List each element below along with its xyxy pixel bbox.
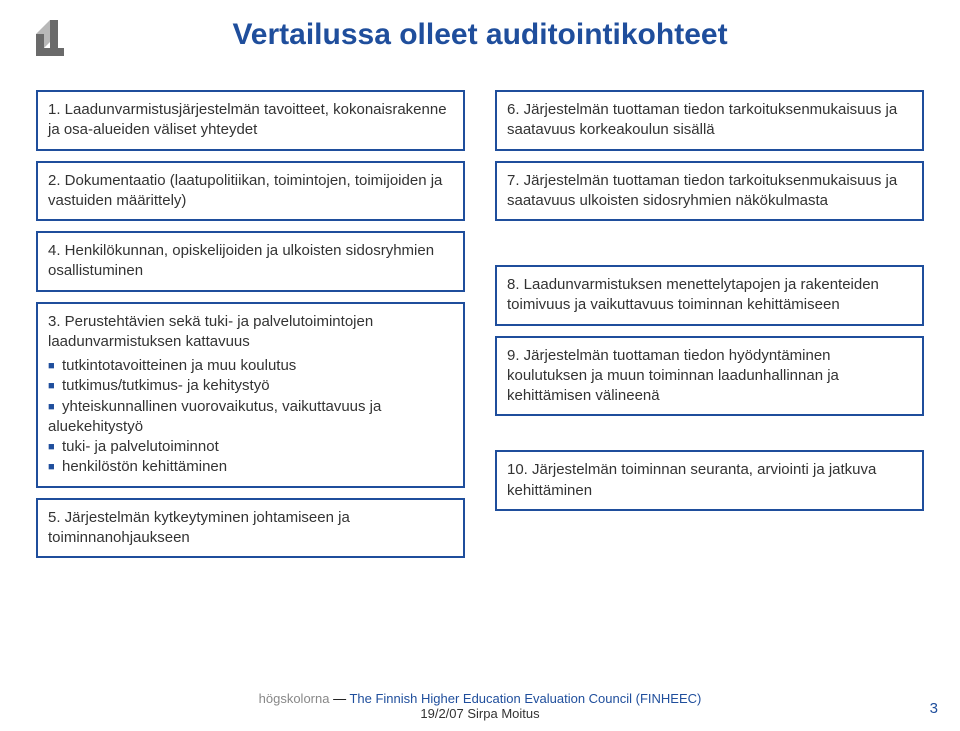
footer-sep: — xyxy=(329,691,349,706)
page-title: Vertailussa olleet auditointikohteet xyxy=(0,18,960,52)
footer-eng: The Finnish Higher Education Evaluation … xyxy=(349,691,701,706)
left-box-3: 3. Perustehtävien sekä tuki- ja palvelut… xyxy=(36,302,465,488)
right-column: 6. Järjestelmän tuottaman tiedon tarkoit… xyxy=(495,90,924,558)
bullet-item: tutkintotavoitteinen ja muu koulutus xyxy=(48,356,453,376)
columns: 1. Laadunvarmistusjärjestelmän tavoittee… xyxy=(36,90,924,558)
right-box-0: 6. Järjestelmän tuottaman tiedon tarkoit… xyxy=(495,90,924,151)
right-box-2: 8. Laadunvarmistuksen menettelytapojen j… xyxy=(495,265,924,326)
right-box-3: 9. Järjestelmän tuottaman tiedon hyödynt… xyxy=(495,336,924,417)
left-box-0: 1. Laadunvarmistusjärjestelmän tavoittee… xyxy=(36,90,465,151)
footer-line2: 19/2/07 Sirpa Moitus xyxy=(420,706,539,721)
bullet-item: tutkimus/tutkimus- ja kehitystyö xyxy=(48,376,453,396)
bullet-item: tuki- ja palvelutoiminnot xyxy=(48,437,453,457)
bullet-item: yhteiskunnallinen vuorovaikutus, vaikutt… xyxy=(48,397,453,438)
box-bullets: tutkintotavoitteinen ja muu koulutustutk… xyxy=(48,356,453,478)
box-lead: 3. Perustehtävien sekä tuki- ja palvelut… xyxy=(48,312,453,353)
right-box-1: 7. Järjestelmän tuottaman tiedon tarkoit… xyxy=(495,161,924,222)
left-box-1: 2. Dokumentaatio (laatupolitiikan, toimi… xyxy=(36,161,465,222)
right-box-4: 10. Järjestelmän toiminnan seuranta, arv… xyxy=(495,450,924,511)
footer-org: högskolorna xyxy=(259,691,330,706)
left-box-2: 4. Henkilökunnan, opiskelijoiden ja ulko… xyxy=(36,231,465,292)
left-column: 1. Laadunvarmistusjärjestelmän tavoittee… xyxy=(36,90,465,558)
left-box-4: 5. Järjestelmän kytkeytyminen johtamisee… xyxy=(36,498,465,559)
footer: högskolorna — The Finnish Higher Educati… xyxy=(0,691,960,721)
page-number: 3 xyxy=(930,700,938,717)
bullet-item: henkilöstön kehittäminen xyxy=(48,457,453,477)
